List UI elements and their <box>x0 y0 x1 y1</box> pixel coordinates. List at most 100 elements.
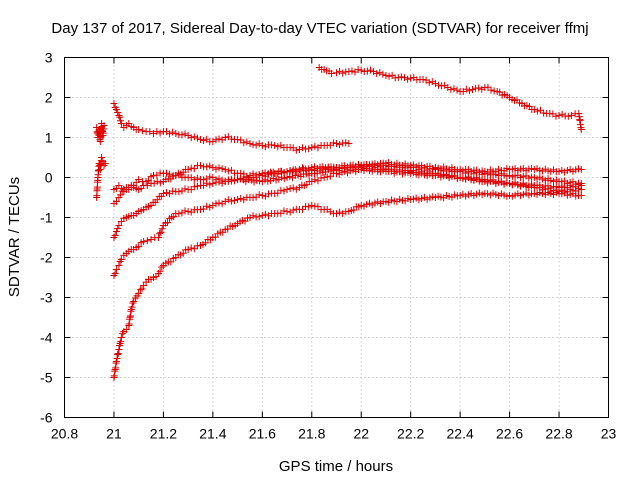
data-point <box>283 208 291 215</box>
data-point <box>305 145 313 153</box>
data-point <box>128 303 136 311</box>
data-point <box>280 207 288 215</box>
data-point <box>184 208 192 215</box>
data-point <box>117 120 125 127</box>
data-point <box>567 112 575 119</box>
x-tick-labels: 20.8 21 21.2 21.4 21.6 21.8 22 22.2 22.4 22.6 22.8… <box>51 426 617 442</box>
data-point <box>258 212 266 219</box>
data-point <box>243 172 251 180</box>
y-tick-label: -3 <box>40 290 53 306</box>
data-point <box>258 142 266 149</box>
data-point <box>261 143 269 151</box>
data-point <box>317 174 325 182</box>
data-point <box>100 122 108 129</box>
data-point <box>212 200 220 208</box>
data-points <box>93 64 585 381</box>
data-point <box>115 222 123 229</box>
data-point <box>277 186 285 194</box>
series-arc-deep <box>110 188 585 381</box>
data-point <box>154 234 162 241</box>
data-point <box>169 172 177 180</box>
data-point <box>255 140 263 148</box>
data-point <box>265 190 272 198</box>
data-point <box>407 74 415 82</box>
data-point <box>328 70 336 77</box>
series-arc-top-right <box>315 64 585 133</box>
data-point <box>135 243 143 251</box>
x-axis-label: GPS time / hours <box>279 458 393 475</box>
y-tick-label: -4 <box>40 330 53 346</box>
data-point <box>465 87 473 95</box>
series-arc-high-fall <box>110 100 353 154</box>
data-point <box>246 214 254 221</box>
data-point <box>147 236 155 243</box>
data-point <box>215 199 223 207</box>
data-point <box>98 154 106 161</box>
data-point <box>206 181 214 189</box>
data-point <box>231 177 238 185</box>
data-point <box>156 129 164 137</box>
data-point <box>438 82 446 90</box>
data-point <box>333 210 340 217</box>
data-point <box>258 192 266 199</box>
y-axis-label: SDTVAR / TECUs <box>6 177 23 297</box>
data-point <box>348 67 356 75</box>
data-point <box>156 179 164 187</box>
data-point <box>218 165 226 173</box>
data-point <box>243 138 251 146</box>
data-point <box>175 188 183 196</box>
data-point <box>382 72 390 79</box>
data-point <box>112 266 120 273</box>
data-point <box>289 184 297 192</box>
data-point <box>342 139 350 147</box>
data-point <box>469 86 476 93</box>
data-point <box>292 185 300 193</box>
data-point <box>224 167 232 175</box>
data-point <box>255 171 263 179</box>
data-point <box>224 196 232 204</box>
data-point <box>394 74 402 81</box>
data-point <box>114 109 122 117</box>
data-point <box>163 169 170 177</box>
y-tick-label: -6 <box>40 410 53 426</box>
data-point <box>533 107 541 115</box>
data-point <box>333 140 340 147</box>
data-point <box>193 182 201 190</box>
data-point <box>221 198 229 205</box>
data-point <box>252 171 260 179</box>
data-point <box>215 135 223 143</box>
data-point <box>311 142 319 150</box>
data-point <box>163 189 170 197</box>
data-point <box>564 112 572 120</box>
data-point <box>190 176 198 184</box>
data-point <box>227 197 235 205</box>
data-point <box>193 134 201 142</box>
data-point <box>175 210 183 218</box>
data-point <box>136 286 144 294</box>
data-point <box>209 180 217 187</box>
data-point <box>286 184 294 192</box>
data-point <box>530 106 538 113</box>
data-point <box>261 210 269 218</box>
data-point <box>221 134 229 141</box>
data-point <box>115 112 123 119</box>
x-tick-label: 21.8 <box>298 426 325 442</box>
data-point <box>112 106 120 113</box>
data-point <box>487 86 495 94</box>
data-point <box>114 225 122 233</box>
data-point <box>114 350 122 358</box>
data-point <box>326 172 334 180</box>
data-point <box>308 144 316 151</box>
data-point <box>326 208 334 216</box>
x-tick-label: 22.6 <box>496 426 523 442</box>
data-point <box>112 198 120 206</box>
series-arc-early-top <box>93 120 108 145</box>
data-point <box>197 206 204 213</box>
data-point <box>227 166 235 174</box>
data-point <box>159 190 167 197</box>
data-point <box>117 256 125 263</box>
data-point <box>577 166 585 173</box>
x-tick-label: 21 <box>106 426 122 442</box>
x-tick-label: 21.4 <box>199 426 226 442</box>
